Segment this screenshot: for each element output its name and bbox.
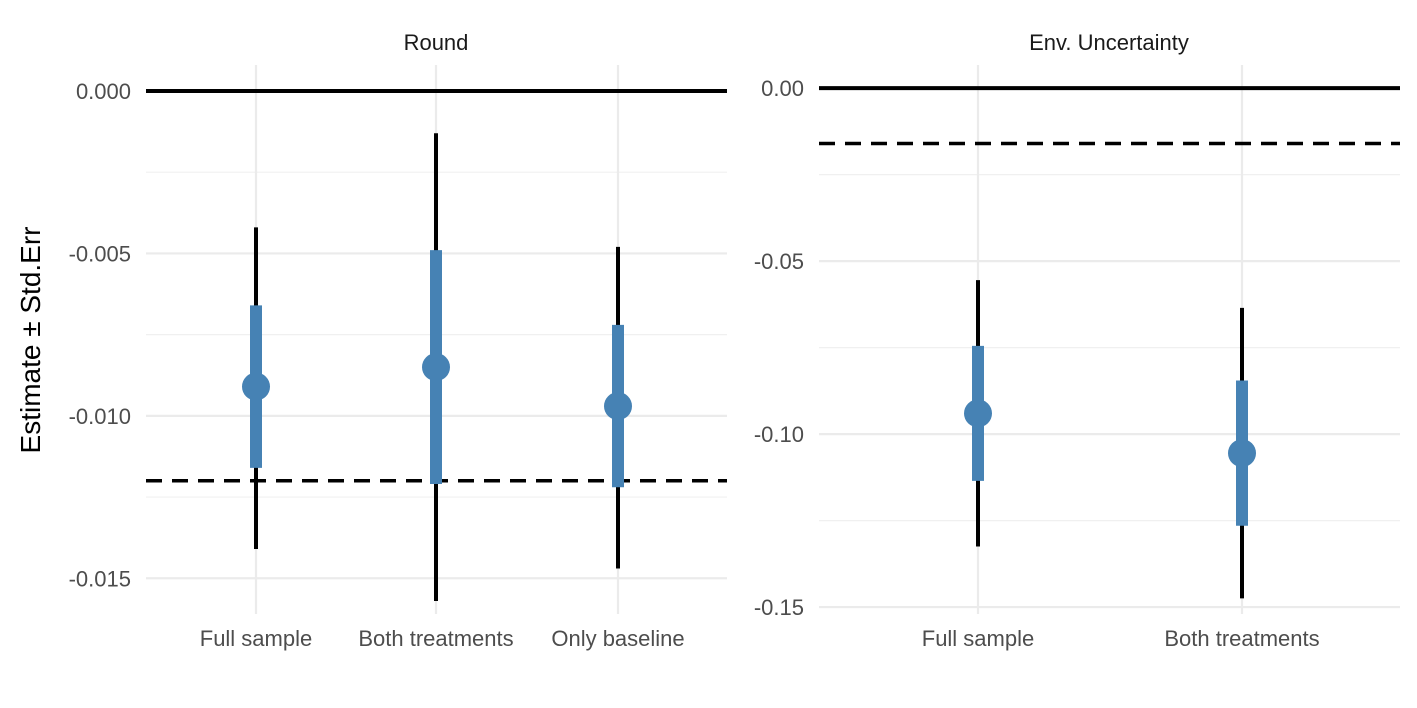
estimate-point <box>422 353 450 382</box>
estimate-point <box>242 372 270 401</box>
y-axis-title: Estimate ± Std.Err <box>15 227 46 454</box>
y-tick-label: -0.10 <box>754 422 804 447</box>
panel-title-round: Round <box>404 30 469 55</box>
panel-round: Round 0.000 -0.005 -0.010 -0.015 Full sample… <box>69 30 727 651</box>
y-tick-label: -0.15 <box>754 595 804 620</box>
y-tick-label: -0.05 <box>754 249 804 274</box>
x-tick-label: Full sample <box>922 626 1034 651</box>
x-tick-label: Both treatments <box>1164 626 1319 651</box>
y-tick-label: -0.010 <box>69 404 131 429</box>
x-tick-label: Only baseline <box>551 626 684 651</box>
grid <box>819 65 1400 614</box>
estimate-point <box>604 392 632 421</box>
y-tick-label: -0.015 <box>69 566 131 591</box>
y-tick-label: 0.00 <box>761 76 804 101</box>
panel-env-uncertainty: Env. Uncertainty 0.00 -0.05 -0.10 -0.15 Full… <box>754 30 1400 651</box>
y-tick-label: -0.005 <box>69 241 131 266</box>
estimate-point <box>964 399 992 428</box>
panel-title-env-uncertainty: Env. Uncertainty <box>1029 30 1189 55</box>
y-tick-label: 0.000 <box>76 79 131 104</box>
x-tick-label: Full sample <box>200 626 312 651</box>
estimate-point <box>1228 439 1256 468</box>
x-tick-label: Both treatments <box>358 626 513 651</box>
